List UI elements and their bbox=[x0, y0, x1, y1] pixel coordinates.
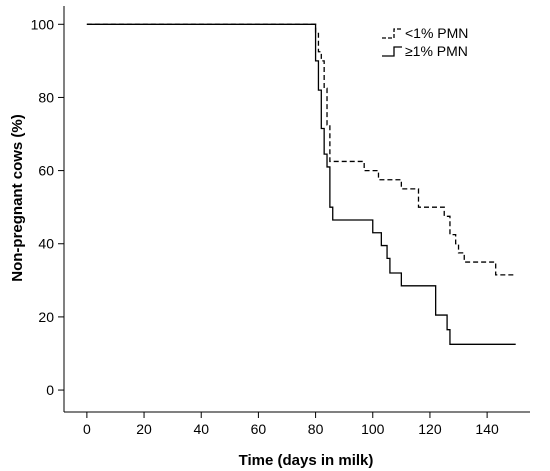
y-tick-label-0: 0 bbox=[46, 382, 54, 398]
y-axis-title: Non-pregnant cows (%) bbox=[9, 114, 26, 282]
series-line-1 bbox=[86, 23, 516, 276]
legend-swatch-1 bbox=[382, 28, 402, 39]
legend: <1% PMN ≥1% PMN bbox=[382, 25, 468, 59]
y-tick-label-20: 20 bbox=[38, 309, 54, 325]
x-tick-label-120: 120 bbox=[418, 421, 442, 437]
x-tick-label-80: 80 bbox=[308, 421, 324, 437]
x-tick-label-140: 140 bbox=[475, 421, 499, 437]
x-tick-label-20: 20 bbox=[136, 421, 152, 437]
legend-label-2: ≥1% PMN bbox=[405, 43, 468, 59]
x-tick-label-40: 40 bbox=[193, 421, 209, 437]
legend-label-1: <1% PMN bbox=[405, 25, 468, 41]
x-tick-label-100: 100 bbox=[361, 421, 385, 437]
axes: 0 20 40 60 80 100 0 20 40 60 80 100 120 140 bbox=[31, 6, 530, 437]
plot-area bbox=[86, 23, 516, 345]
series-line-2 bbox=[86, 23, 516, 345]
y-tick-label-40: 40 bbox=[38, 236, 54, 252]
legend-swatch-2 bbox=[382, 46, 402, 57]
x-tick-label-0: 0 bbox=[83, 421, 91, 437]
y-tick-label-80: 80 bbox=[38, 89, 54, 105]
y-tick-label-100: 100 bbox=[31, 16, 55, 32]
x-axis-title: Time (days in milk) bbox=[239, 452, 374, 469]
x-tick-label-60: 60 bbox=[251, 421, 267, 437]
y-tick-label-60: 60 bbox=[38, 163, 54, 179]
